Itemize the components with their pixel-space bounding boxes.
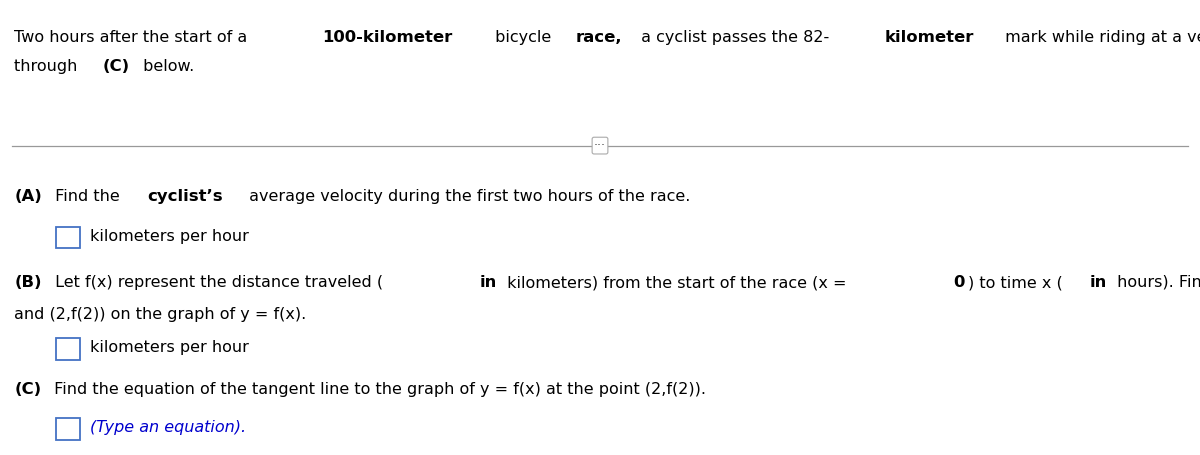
Text: 0: 0	[953, 275, 965, 290]
Text: mark while riding at a velocity of 44 kilometers per hour. Complete parts: mark while riding at a velocity of 44 ki…	[1001, 30, 1200, 45]
Text: bicycle: bicycle	[490, 30, 557, 45]
Text: race,: race,	[576, 30, 622, 45]
Text: a cyclist passes the 82-: a cyclist passes the 82-	[636, 30, 829, 45]
Text: Find the equation of the tangent line to the graph of y = f(x) at the point (2,f: Find the equation of the tangent line to…	[49, 382, 707, 397]
Text: ···: ···	[594, 139, 606, 152]
Text: kilometers per hour: kilometers per hour	[90, 340, 248, 355]
Text: Let f(x) represent the distance traveled (: Let f(x) represent the distance traveled…	[50, 275, 383, 290]
FancyBboxPatch shape	[56, 418, 80, 440]
Text: Find the: Find the	[50, 189, 125, 204]
Text: in: in	[1090, 275, 1108, 290]
Text: average velocity during the first two hours of the race.: average velocity during the first two ho…	[245, 189, 691, 204]
Text: cyclist’s: cyclist’s	[146, 189, 222, 204]
Text: (C): (C)	[103, 59, 130, 74]
Text: and (2,f(2)) on the graph of y = f(x).: and (2,f(2)) on the graph of y = f(x).	[14, 307, 307, 322]
FancyBboxPatch shape	[56, 227, 80, 248]
Text: (Type an equation).: (Type an equation).	[90, 420, 246, 435]
Text: hours). Find the slope of the secant line through the points (0,f(0)): hours). Find the slope of the secant lin…	[1112, 275, 1200, 290]
Text: in: in	[480, 275, 497, 290]
Text: kilometers per hour: kilometers per hour	[90, 229, 248, 244]
Text: 100-kilometer: 100-kilometer	[322, 30, 452, 45]
Text: ) to time x (: ) to time x (	[967, 275, 1062, 290]
Text: below.: below.	[138, 59, 194, 74]
Text: kilometer: kilometer	[886, 30, 974, 45]
Text: Two hours after the start of a: Two hours after the start of a	[14, 30, 253, 45]
Text: through: through	[14, 59, 83, 74]
Text: (B): (B)	[14, 275, 42, 290]
Text: (A): (A)	[14, 189, 42, 204]
Text: kilometers) from the start of the race (x =: kilometers) from the start of the race (…	[502, 275, 852, 290]
Text: (C): (C)	[14, 382, 42, 397]
FancyBboxPatch shape	[56, 338, 80, 360]
